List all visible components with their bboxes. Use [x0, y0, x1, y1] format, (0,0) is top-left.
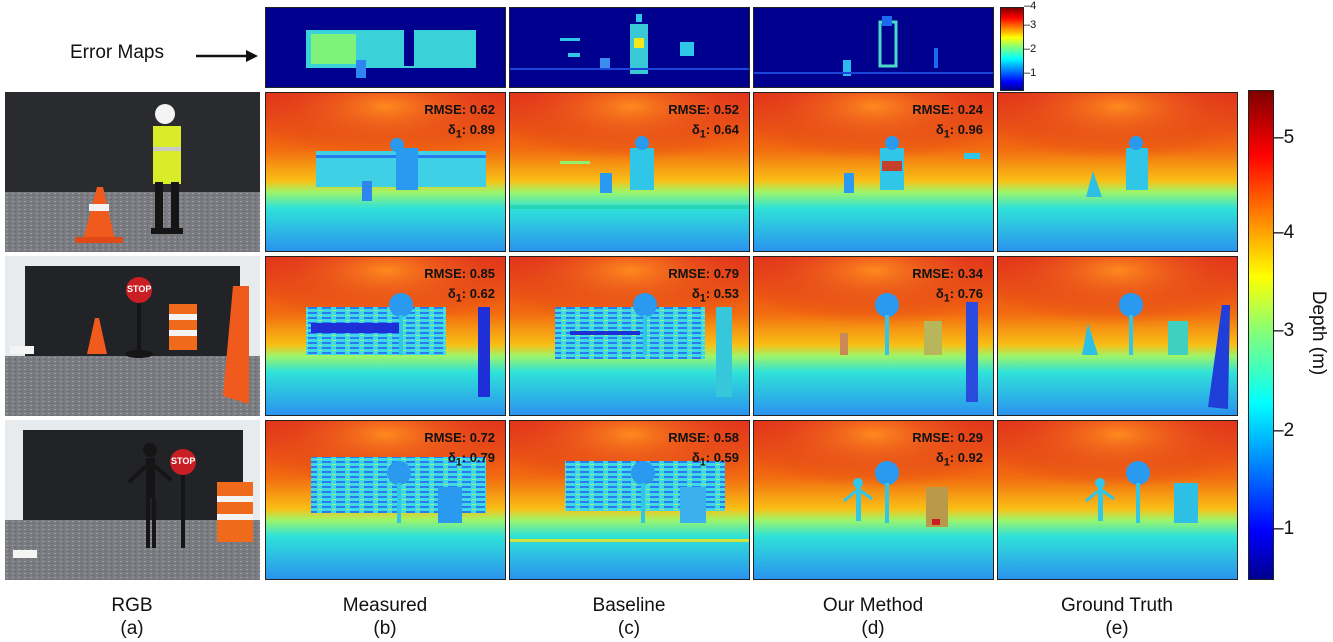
- rmse-label: RMSE: 0.29: [912, 430, 983, 445]
- column-letter-c: (c): [617, 618, 641, 639]
- column-title-measured: Measured: [342, 595, 428, 616]
- depth-baseline-row3: RMSE: 0.58 δ1: 0.59: [509, 420, 750, 580]
- column-letter-a: (a): [120, 618, 144, 639]
- error-map-measured: [265, 7, 506, 88]
- delta1-label: δ1: 0.76: [935, 286, 983, 305]
- error-map-baseline: [509, 7, 750, 88]
- error-colorbar: [1000, 7, 1024, 91]
- depth-baseline-row2: RMSE: 0.79 δ1: 0.53: [509, 256, 750, 416]
- error-maps-label: Error Maps: [70, 42, 164, 63]
- rmse-label: RMSE: 0.72: [424, 430, 495, 445]
- depth-colorbar: [1248, 90, 1274, 580]
- error-map-ours: [753, 7, 994, 88]
- depth-measured-row1: RMSE: 0.62 δ1: 0.89: [265, 92, 506, 252]
- delta1-label: δ1: 0.92: [935, 450, 983, 469]
- rmse-label: RMSE: 0.85: [424, 266, 495, 281]
- error-tick-3: –3: [1024, 19, 1037, 31]
- depth-tick-4: –4: [1273, 222, 1295, 243]
- delta1-label: δ1: 0.64: [691, 122, 739, 141]
- column-title-rgb: RGB: [111, 595, 153, 616]
- rgb-image-row1: [5, 92, 260, 252]
- column-letter-b: (b): [373, 618, 397, 639]
- rmse-label: RMSE: 0.34: [912, 266, 983, 281]
- delta1-label: δ1: 0.59: [691, 450, 739, 469]
- depth-ours-row1: RMSE: 0.24 δ1: 0.96: [753, 92, 994, 252]
- column-letter-e: (e): [1105, 618, 1129, 639]
- column-title-ground-truth: Ground Truth: [1061, 595, 1173, 616]
- stop-sign-text: STOP: [171, 456, 196, 466]
- delta1-label: δ1: 0.89: [447, 122, 495, 141]
- error-tick-4: –4: [1024, 0, 1037, 12]
- rgb-image-row3: STOP: [5, 420, 260, 580]
- column-title-baseline: Baseline: [592, 595, 666, 616]
- rmse-label: RMSE: 0.58: [668, 430, 739, 445]
- rmse-label: RMSE: 0.79: [668, 266, 739, 281]
- delta1-label: δ1: 0.53: [691, 286, 739, 305]
- depth-ours-row3: RMSE: 0.29 δ1: 0.92: [753, 420, 994, 580]
- stop-sign-text: STOP: [127, 284, 152, 294]
- depth-measured-row2: RMSE: 0.85 δ1: 0.62: [265, 256, 506, 416]
- depth-ground-truth-row2: [997, 256, 1238, 416]
- depth-tick-2: –2: [1273, 420, 1295, 441]
- arrow-right-icon: [196, 50, 258, 62]
- depth-baseline-row1: RMSE: 0.52 δ1: 0.64: [509, 92, 750, 252]
- error-tick-2: –2: [1024, 43, 1037, 55]
- delta1-label: δ1: 0.79: [447, 450, 495, 469]
- rmse-label: RMSE: 0.24: [912, 102, 983, 117]
- depth-tick-5: –5: [1273, 127, 1295, 148]
- rmse-label: RMSE: 0.62: [424, 102, 495, 117]
- depth-ours-row2: RMSE: 0.34 δ1: 0.76: [753, 256, 994, 416]
- depth-tick-3: –3: [1273, 320, 1295, 341]
- error-tick-1: –1: [1024, 67, 1037, 79]
- depth-ground-truth-row3: [997, 420, 1238, 580]
- delta1-label: δ1: 0.96: [935, 122, 983, 141]
- delta1-label: δ1: 0.62: [447, 286, 495, 305]
- depth-axis-label: Depth (m): [1308, 290, 1329, 376]
- depth-measured-row3: RMSE: 0.72 δ1: 0.79: [265, 420, 506, 580]
- column-title-our-method: Our Method: [822, 595, 924, 616]
- depth-tick-1: –1: [1273, 518, 1295, 539]
- rgb-image-row2: STOP: [5, 256, 260, 416]
- depth-ground-truth-row1: [997, 92, 1238, 252]
- rmse-label: RMSE: 0.52: [668, 102, 739, 117]
- column-letter-d: (d): [861, 618, 885, 639]
